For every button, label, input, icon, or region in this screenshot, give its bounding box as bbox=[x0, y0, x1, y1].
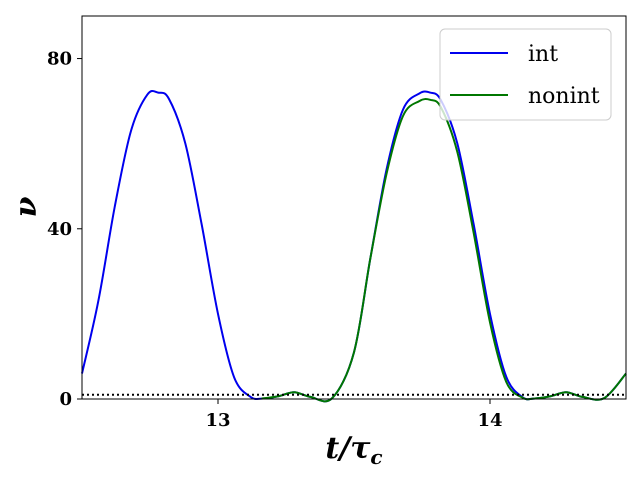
y-tick-label: 0 bbox=[59, 389, 72, 410]
x-axis-label-main: t/τ bbox=[325, 431, 371, 466]
legend-box bbox=[439, 28, 612, 121]
ticks-layer: 13 14 0 40 80 bbox=[47, 49, 503, 431]
x-tick-label: 13 bbox=[205, 410, 230, 431]
plot-frame bbox=[81, 15, 627, 400]
legend-label-int: int bbox=[528, 42, 558, 67]
y-tick-label: 40 bbox=[47, 219, 72, 240]
y-tick-label: 80 bbox=[47, 49, 72, 70]
y-axis-label: ν bbox=[9, 196, 44, 217]
x-tick-label: 14 bbox=[477, 410, 502, 431]
legend: int nonint bbox=[439, 28, 612, 121]
x-axis-label: t/τc bbox=[325, 431, 382, 469]
x-axis-label-sub: c bbox=[370, 445, 382, 469]
legend-label-nonint: nonint bbox=[528, 84, 600, 109]
